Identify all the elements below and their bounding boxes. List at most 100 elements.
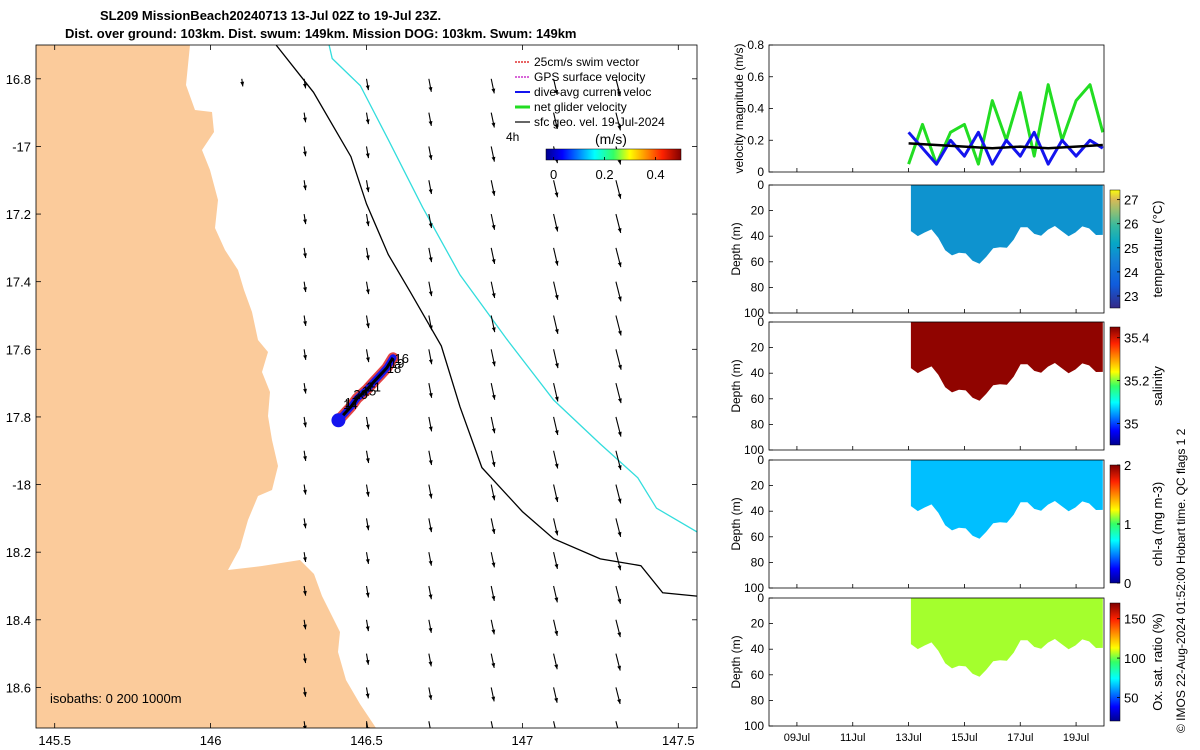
section-colorbar-tick-label: 25: [1124, 241, 1138, 256]
geo-velocity-arrowhead: [491, 662, 496, 668]
geo-velocity-arrowhead: [491, 156, 496, 162]
geo-velocity-arrowhead: [617, 732, 621, 737]
track-day-label: 21: [367, 380, 381, 395]
geo-velocity-arrowhead: [428, 594, 433, 600]
map-ytick-label: 18.4: [6, 613, 31, 628]
geo-velocity-arrowhead: [617, 193, 622, 199]
geo-velocity-arrowhead: [303, 185, 307, 191]
velocity-ylabel: velocity magnitude (m/s): [732, 43, 746, 173]
section-colorbar-label-salinity: salinity: [1150, 366, 1165, 406]
track-day-label: 17: [345, 395, 359, 410]
geo-velocity-arrowhead: [618, 330, 622, 336]
geo-velocity-arrowhead: [618, 398, 622, 404]
map-colorbar-gradient: [545, 148, 682, 161]
geo-velocity-arrowhead: [617, 228, 622, 233]
map-xtick-label: 145.5: [38, 733, 71, 748]
section-ytick-label: 20: [751, 341, 765, 355]
geo-velocity-arrowhead: [491, 528, 496, 534]
section-frame-salinity: [768, 321, 1105, 451]
geo-velocity-arrowhead: [428, 291, 433, 297]
velocity-ytick-label: 0.4: [747, 102, 764, 116]
geo-velocity-arrowhead: [491, 88, 496, 94]
map-xtick-label: 147.5: [662, 733, 695, 748]
geo-velocity-arrowhead: [303, 321, 307, 326]
geo-velocity-arrowhead: [428, 359, 433, 365]
legend-swim-label: 25cm/s swim vector: [534, 55, 639, 69]
section-frame-oxygen: [768, 597, 1105, 727]
section-ytick-label: 80: [751, 280, 765, 294]
geo-velocity-arrowhead: [554, 463, 559, 469]
legend-dive-avg-label: dive-avg current veloc: [534, 85, 651, 99]
geo-velocity-arrowhead: [428, 695, 433, 700]
section-fill-salinity: [910, 322, 1103, 401]
geo-velocity-arrowhead: [428, 627, 433, 633]
section-fill-chl-a: [910, 460, 1103, 539]
map-xtick-label: 146.5: [350, 733, 383, 748]
map-ytick-label: 17.8: [6, 410, 31, 425]
time-xtick-label: 17Jul: [1007, 732, 1033, 744]
geo-velocity-arrowhead: [428, 325, 433, 331]
geo-velocity-arrowhead: [365, 289, 370, 295]
geo-velocity-arrowhead: [365, 559, 370, 564]
geo-velocity-arrowhead: [302, 117, 307, 123]
geo-velocity-arrowhead: [428, 120, 433, 126]
geo-velocity-arrowhead: [365, 221, 370, 227]
track-day-label: 19: [390, 356, 404, 371]
velocity-ytick-label: 0.6: [747, 70, 764, 84]
section-ytick-label: 80: [751, 417, 765, 431]
geo-velocity-arrowhead: [302, 624, 307, 630]
time-xtick-label: 11Jul: [840, 732, 865, 744]
section-fill-temperature: [910, 185, 1103, 264]
geo-velocity-arrowhead: [491, 428, 496, 434]
geo-velocity-arrowhead: [365, 491, 370, 497]
section-ylabel: Depth (m): [729, 359, 743, 412]
geo-velocity-arrowhead: [428, 426, 433, 432]
geo-velocity-arrowhead: [365, 187, 370, 193]
section-ytick-label: 100: [744, 306, 764, 320]
map-colorbar: (m/s) 0 0.2 0.4: [545, 131, 682, 182]
section-panel-temperature: 0 20 40 60 80 100 Depth (m) 23 24 25 26 27 temperatu…: [729, 178, 1165, 320]
section-ytick-label: 20: [751, 479, 765, 493]
geo-velocity-arrowhead: [303, 557, 307, 562]
geo-velocity-arrowhead: [428, 460, 433, 465]
geo-velocity-arrowhead: [554, 430, 559, 436]
map-ytick-label: 17.6: [6, 342, 31, 357]
geo-velocity-arrowhead: [428, 560, 433, 566]
geo-velocity-arrowhead: [428, 257, 433, 263]
section-ytick-label: 0: [757, 453, 764, 467]
section-frame-temperature: [768, 184, 1105, 314]
figure-title-line2: Dist. over ground: 103km. Dist. swum: 14…: [65, 26, 577, 41]
section-colorbar-label-temperature: temperature (°C): [1150, 201, 1165, 298]
geo-velocity-arrowhead: [302, 590, 307, 596]
section-ytick-label: 20: [751, 204, 765, 218]
isobath-200m-line: [275, 45, 697, 597]
geo-velocity-arrowhead: [491, 629, 496, 635]
geo-velocity-arrowhead: [365, 659, 370, 665]
time-xtick-label: 09Jul: [784, 732, 810, 744]
geo-velocity-arrowhead: [428, 189, 433, 194]
section-ytick-label: 60: [751, 392, 765, 406]
section-colorbar-tick-label: 2: [1124, 458, 1131, 473]
geo-velocity-arrowhead: [554, 124, 559, 129]
section-colorbar-tick-label: 27: [1124, 193, 1138, 208]
geo-velocity-arrowhead: [303, 287, 307, 292]
geo-velocity-arrowhead: [554, 530, 559, 536]
geo-velocity-arrowhead: [365, 255, 370, 261]
section-frame-chl-a: [768, 459, 1105, 589]
section-ylabel: Depth (m): [729, 635, 743, 688]
section-ytick-label: 40: [751, 366, 765, 380]
section-ytick-label: 80: [751, 555, 765, 569]
velocity-ytick-label: 0.2: [747, 133, 764, 147]
section-colorbar-tick-label: 35.2: [1124, 374, 1149, 389]
geo-velocity-arrowhead: [302, 83, 307, 89]
geo-velocity-arrowhead: [365, 85, 370, 91]
section-colorbar-tick-label: 0: [1124, 576, 1131, 591]
track-day-label: 18: [387, 361, 401, 376]
geo-velocity-arrowhead: [617, 296, 622, 302]
geo-velocity-arrow: [553, 721, 556, 728]
geo-velocity-arrowhead: [617, 431, 622, 437]
